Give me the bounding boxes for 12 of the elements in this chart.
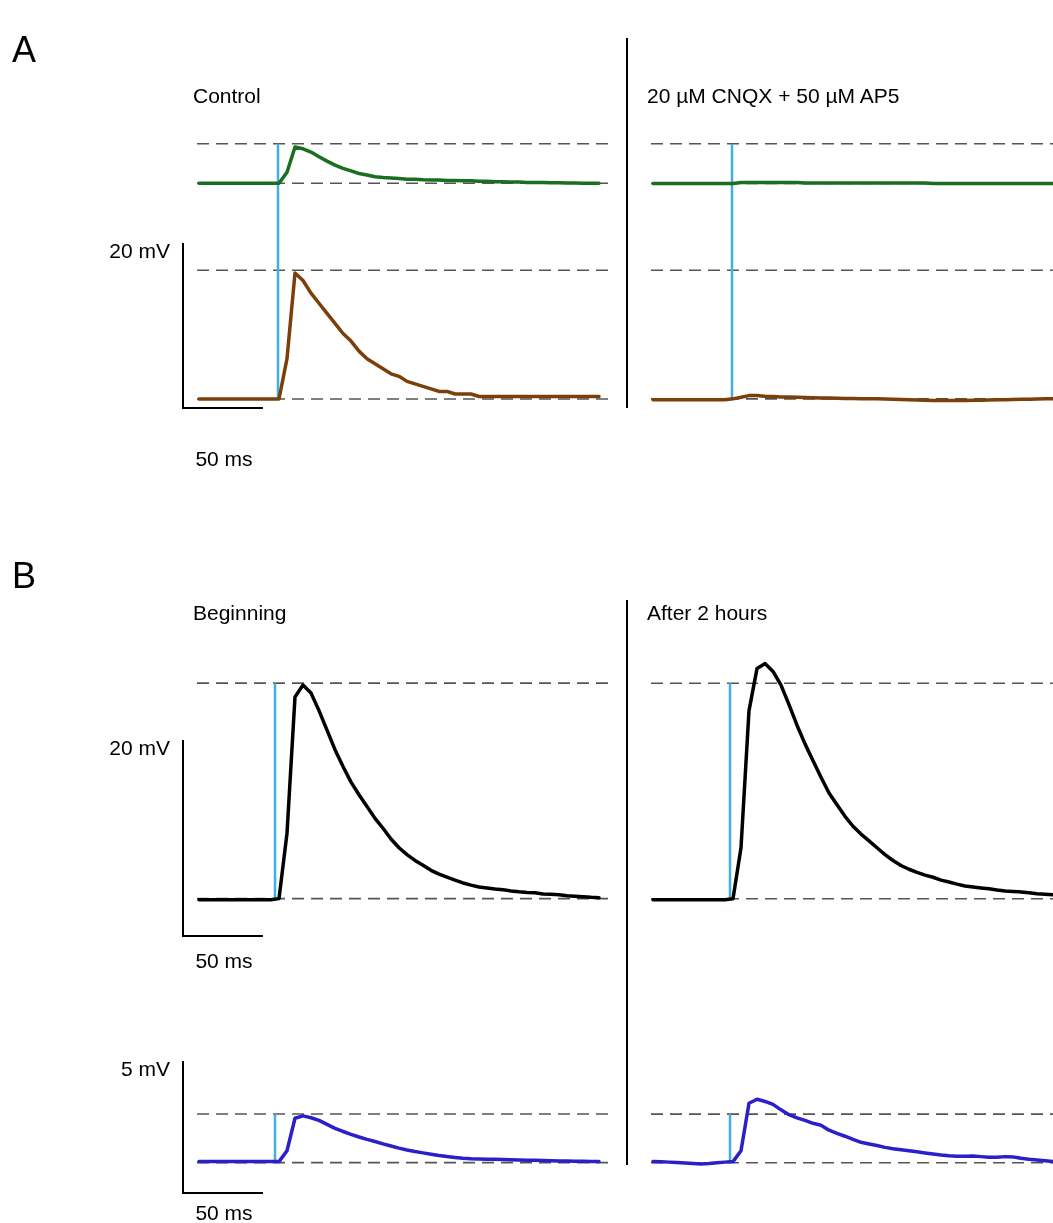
chart-title: 20 µM CNQX + 50 µM AP5 bbox=[647, 84, 900, 107]
text: B bbox=[12, 555, 37, 596]
chart-title: Beginning bbox=[193, 601, 287, 624]
chart-title: After 2 hours bbox=[647, 601, 768, 624]
text: 20 mV bbox=[109, 736, 170, 759]
text: 20 mV bbox=[109, 239, 170, 262]
text: 50 ms bbox=[195, 949, 253, 972]
text: 50 ms bbox=[195, 1201, 253, 1223]
text: A bbox=[12, 29, 37, 70]
text: 50 ms bbox=[195, 447, 253, 470]
text: 5 mV bbox=[120, 1057, 170, 1080]
chart-title: Control bbox=[193, 84, 261, 107]
